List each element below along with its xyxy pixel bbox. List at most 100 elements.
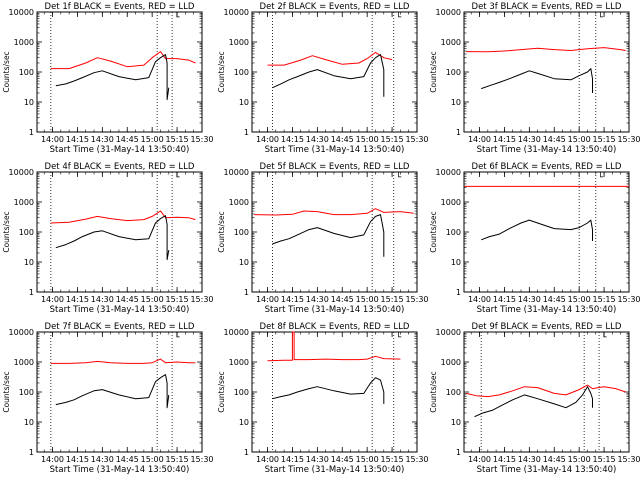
x-tick-label: 15:00 (141, 295, 164, 304)
y-tick-label: 10000 (224, 8, 249, 17)
x-axis-label: Start Time (31-May-14 13:50:40) (265, 305, 405, 315)
plot-frame (463, 331, 630, 453)
y-axis-label: Counts/sec (429, 211, 438, 252)
y-tick-label: 10 (239, 258, 249, 267)
time-range-marker: └ (396, 331, 402, 343)
x-tick-label: 14:00 (256, 135, 279, 144)
time-range-marker: └ (174, 171, 180, 183)
x-tick-label: 14:30 (91, 455, 114, 464)
x-tick-label: 15:30 (405, 295, 428, 304)
y-tick-label: 1000 (229, 198, 249, 207)
event-rate-line (474, 386, 593, 418)
y-tick-label: 10000 (9, 168, 34, 177)
y-tick-label: 1 (456, 128, 461, 137)
y-axis-label: Counts/sec (2, 371, 11, 412)
x-tick-label: 15:30 (617, 295, 640, 304)
x-tick-label: 14:00 (468, 295, 491, 304)
x-axis-label: Start Time (31-May-14 13:50:40) (265, 145, 405, 155)
x-tick-label: 14:45 (331, 455, 354, 464)
y-axis-label: Counts/sec (217, 51, 226, 92)
x-tick-label: 14:45 (543, 135, 566, 144)
chart-title: Det 7f BLACK = Events, RED = LLD (45, 322, 195, 332)
time-range-marker: └ (601, 331, 607, 343)
y-axis-label: Counts/sec (429, 371, 438, 412)
x-axis-label: Start Time (31-May-14 13:50:40) (477, 465, 617, 475)
chart-panel: Det 6f BLACK = Events, RED = LLD 1 10 100 10… (429, 162, 640, 315)
x-tick-label: 15:15 (381, 135, 404, 144)
y-tick-label: 1 (244, 288, 249, 297)
x-tick-label: 15:00 (141, 455, 164, 464)
y-tick-label: 10000 (9, 328, 34, 337)
lld-rate-line (267, 331, 401, 362)
y-tick-label: 1000 (229, 358, 249, 367)
x-tick-label: 15:00 (356, 295, 379, 304)
x-tick-label: 15:00 (356, 455, 379, 464)
y-tick-label: 10000 (224, 168, 249, 177)
y-tick-label: 10000 (9, 8, 34, 17)
x-tick-label: 14:30 (306, 295, 329, 304)
x-tick-label: 15:15 (381, 455, 404, 464)
event-rate-line (55, 54, 170, 101)
x-axis-label: Start Time (31-May-14 13:50:40) (50, 465, 190, 475)
y-tick-label: 1 (29, 288, 34, 297)
chart-title: Det 8f BLACK = Events, RED = LLD (260, 322, 410, 332)
y-tick-label: 1000 (14, 198, 34, 207)
event-rate-line (55, 374, 170, 409)
x-tick-label: 15:00 (141, 135, 164, 144)
chart-title: Det 6f BLACK = Events, RED = LLD (472, 162, 622, 172)
y-tick-label: 10000 (224, 328, 249, 337)
chart-panel: Det 9f BLACK = Events, RED = LLD 1 10 100 10… (429, 322, 640, 475)
y-tick-label: 10 (24, 258, 34, 267)
event-rate-line (481, 219, 593, 241)
x-tick-label: 14:00 (468, 135, 491, 144)
x-tick-label: 15:30 (190, 455, 213, 464)
plot-frame (251, 171, 418, 293)
chart-title: Det 3f BLACK = Events, RED = LLD (472, 2, 622, 12)
x-tick-label: 15:15 (381, 295, 404, 304)
y-tick-label: 10 (239, 98, 249, 107)
y-tick-label: 1 (456, 448, 461, 457)
y-tick-label: 100 (234, 228, 249, 237)
chart-title: Det 1f BLACK = Events, RED = LLD (45, 2, 195, 12)
x-tick-label: 15:30 (617, 455, 640, 464)
x-tick-label: 15:15 (166, 135, 189, 144)
y-tick-label: 10 (451, 418, 461, 427)
plot-frame (36, 171, 203, 293)
x-tick-label: 15:00 (356, 135, 379, 144)
x-tick-label: 14:45 (116, 455, 139, 464)
y-tick-label: 1000 (441, 358, 461, 367)
time-range-marker: └ (396, 171, 402, 183)
event-rate-line (481, 68, 593, 93)
y-tick-label: 100 (19, 388, 34, 397)
lld-rate-line (254, 208, 414, 216)
x-axis-label: Start Time (31-May-14 13:50:40) (477, 305, 617, 315)
y-tick-label: 1 (29, 128, 34, 137)
x-tick-label: 15:00 (568, 295, 591, 304)
y-tick-label: 1000 (14, 38, 34, 47)
x-tick-label: 14:45 (116, 135, 139, 144)
event-rate-line (272, 54, 385, 97)
x-tick-label: 14:15 (281, 295, 304, 304)
x-tick-label: 14:00 (256, 455, 279, 464)
y-tick-label: 10000 (436, 168, 461, 177)
y-tick-label: 100 (234, 68, 249, 77)
lld-rate-line (50, 210, 196, 224)
x-tick-label: 14:00 (256, 295, 279, 304)
chart-panel: Det 8f BLACK = Events, RED = LLD 1 10 100 10… (217, 322, 429, 475)
time-range-marker: └ (396, 11, 402, 23)
x-tick-label: 15:30 (617, 135, 640, 144)
y-tick-label: 1000 (441, 38, 461, 47)
plot-frame (36, 11, 203, 133)
chart-panel: Det 3f BLACK = Events, RED = LLD 1 10 100 10… (429, 2, 640, 155)
y-tick-label: 1000 (441, 198, 461, 207)
y-tick-label: 10 (24, 98, 34, 107)
x-tick-label: 14:00 (41, 455, 64, 464)
x-tick-label: 14:30 (518, 455, 541, 464)
plot-frame (463, 171, 630, 293)
plot-frame (251, 331, 418, 453)
x-tick-label: 14:15 (493, 455, 516, 464)
plot-frame (463, 11, 630, 133)
y-axis-label: Counts/sec (2, 211, 11, 252)
